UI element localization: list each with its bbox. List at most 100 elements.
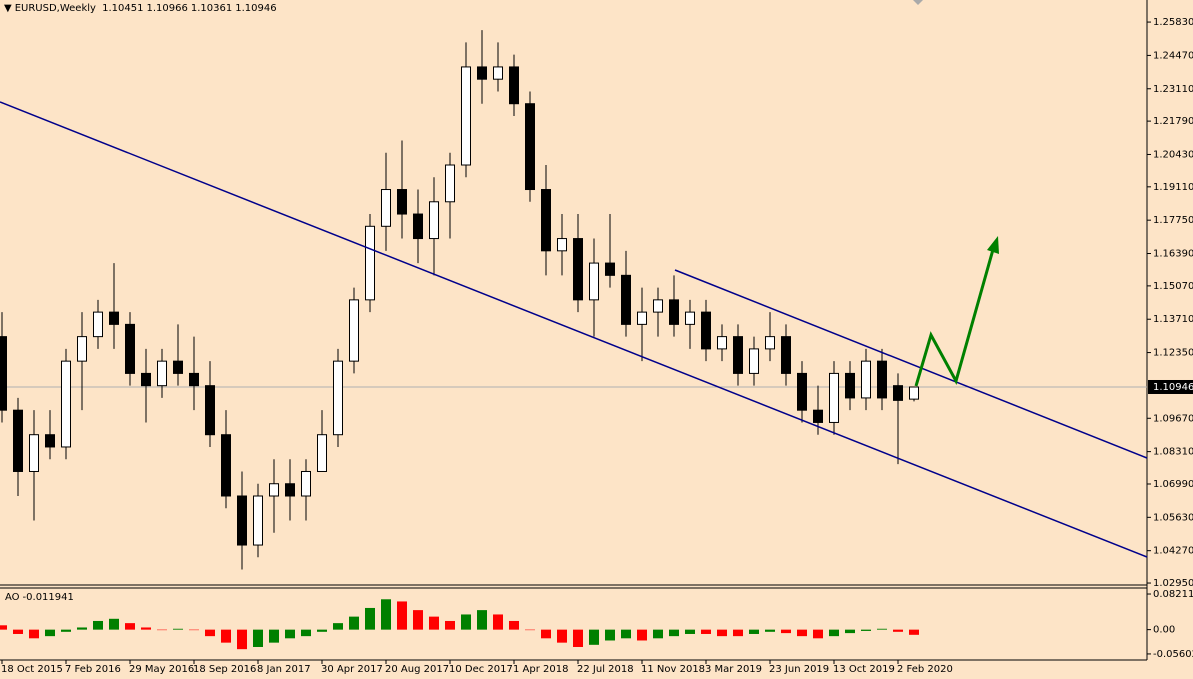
candle-body <box>685 311 695 325</box>
shift-marker <box>913 0 923 5</box>
candle-body <box>781 336 791 374</box>
ao-bar <box>253 629 263 647</box>
ao-bar <box>125 623 135 630</box>
ao-bar <box>573 629 583 647</box>
ao-bar <box>637 629 647 641</box>
x-tick-label: 7 Feb 2016 <box>65 664 121 675</box>
candle-body <box>173 360 183 374</box>
ohlc-high: 1.10966 <box>146 3 188 14</box>
ao-bar <box>541 629 551 639</box>
x-tick-label: 2 Feb 2020 <box>897 664 953 675</box>
candle-body <box>221 434 231 497</box>
x-tick-label: 1 Apr 2018 <box>513 664 568 675</box>
candle-body <box>29 434 39 472</box>
ao-bar <box>701 629 711 634</box>
collapse-icon: ▼ <box>4 3 12 14</box>
x-tick-label: 23 Jun 2019 <box>769 664 829 675</box>
indicator-value: -0.011941 <box>22 592 74 603</box>
candle-body <box>413 213 423 240</box>
candle-body <box>397 189 407 215</box>
ao-bar <box>605 629 615 641</box>
x-tick-label: 20 Aug 2017 <box>385 664 449 675</box>
y-tick-label: 1.17750 <box>1153 215 1193 226</box>
ao-bar <box>109 618 119 630</box>
ao-bar <box>829 629 839 637</box>
y-tick-label: -0.056025 <box>1153 649 1193 660</box>
ao-bar <box>813 629 823 639</box>
ao-bar <box>717 629 727 637</box>
ohlc-low: 1.10361 <box>190 3 233 14</box>
candle-body <box>205 385 215 436</box>
candle-body <box>509 66 519 105</box>
candle-body <box>541 189 551 252</box>
ao-bar <box>461 614 471 630</box>
ao-bar <box>0 625 7 630</box>
ao-bar <box>237 629 247 650</box>
ao-bar <box>317 629 327 632</box>
ao-bar <box>733 629 743 637</box>
x-tick-label: 29 May 2016 <box>129 664 194 675</box>
candle-body <box>765 336 775 350</box>
ao-bar <box>781 629 791 634</box>
ao-bar <box>685 629 695 634</box>
candle-body <box>61 360 71 448</box>
candle-body <box>269 483 279 497</box>
marks: 1.25830 1.24470 1.23110 1.21790 1.20430 1.191… <box>0 17 1193 675</box>
candle-body <box>845 372 855 399</box>
candle-body <box>141 372 151 387</box>
y-tick-label: 1.19110 <box>1153 182 1193 193</box>
candle-body <box>557 238 567 252</box>
candle-body <box>333 360 343 436</box>
candle-body <box>77 336 87 362</box>
x-tick-label: 13 Oct 2019 <box>833 664 895 675</box>
ao-bar <box>909 629 919 635</box>
y-tick-label: 1.20430 <box>1153 149 1193 160</box>
candle-body <box>429 201 439 240</box>
ao-bar <box>445 620 455 630</box>
y-tick-label: 1.13710 <box>1153 314 1193 325</box>
ohlc-close: 1.10946 <box>235 3 277 14</box>
ao-bar <box>93 620 103 630</box>
candle-body <box>893 385 903 401</box>
ao-bar <box>621 629 631 639</box>
candle-body <box>573 238 583 301</box>
ao-bar <box>765 629 775 632</box>
y-tick-label: 0.00 <box>1153 625 1175 636</box>
ao-bar <box>589 629 599 645</box>
y-tick-label: 1.12350 <box>1153 348 1193 359</box>
candle-body <box>125 323 135 374</box>
ao-bar <box>333 623 343 630</box>
candle-body <box>797 372 807 411</box>
x-tick-label: 18 Oct 2015 <box>1 664 63 675</box>
candle-body <box>669 299 679 325</box>
y-tick-label: 1.04270 <box>1153 546 1193 557</box>
candle-body <box>365 225 375 301</box>
y-tick-label: 1.02950 <box>1153 578 1193 589</box>
candle-body <box>749 348 759 374</box>
arrow-head <box>987 236 999 254</box>
chart-title: EURUSD,Weekly <box>14 3 96 14</box>
price-label-box <box>1148 379 1193 394</box>
candle-body <box>493 66 503 80</box>
chart-header: ▼ EURUSD,Weekly 1.10451 1.10966 1.10361 1.10… <box>4 3 280 14</box>
ao-bar <box>285 629 295 639</box>
candle-body <box>829 372 839 423</box>
y-tick-label: 1.21790 <box>1153 116 1193 127</box>
indicator-title: AO <box>5 592 20 603</box>
candle-body <box>157 360 167 387</box>
candle-body <box>381 189 391 227</box>
ao-bar <box>525 629 535 631</box>
ao-bar <box>749 629 759 634</box>
ao-bar <box>413 610 423 630</box>
ao-bar <box>861 629 871 631</box>
trend-line <box>0 101 1148 558</box>
x-tick-label: 11 Nov 2018 <box>641 664 705 675</box>
x-tick-label: 8 Jan 2017 <box>257 664 311 675</box>
forecast-arrow <box>914 245 996 387</box>
ao-bar <box>877 628 887 630</box>
y-tick-label: 1.09670 <box>1153 413 1193 424</box>
y-tick-label: 1.16390 <box>1153 249 1193 260</box>
